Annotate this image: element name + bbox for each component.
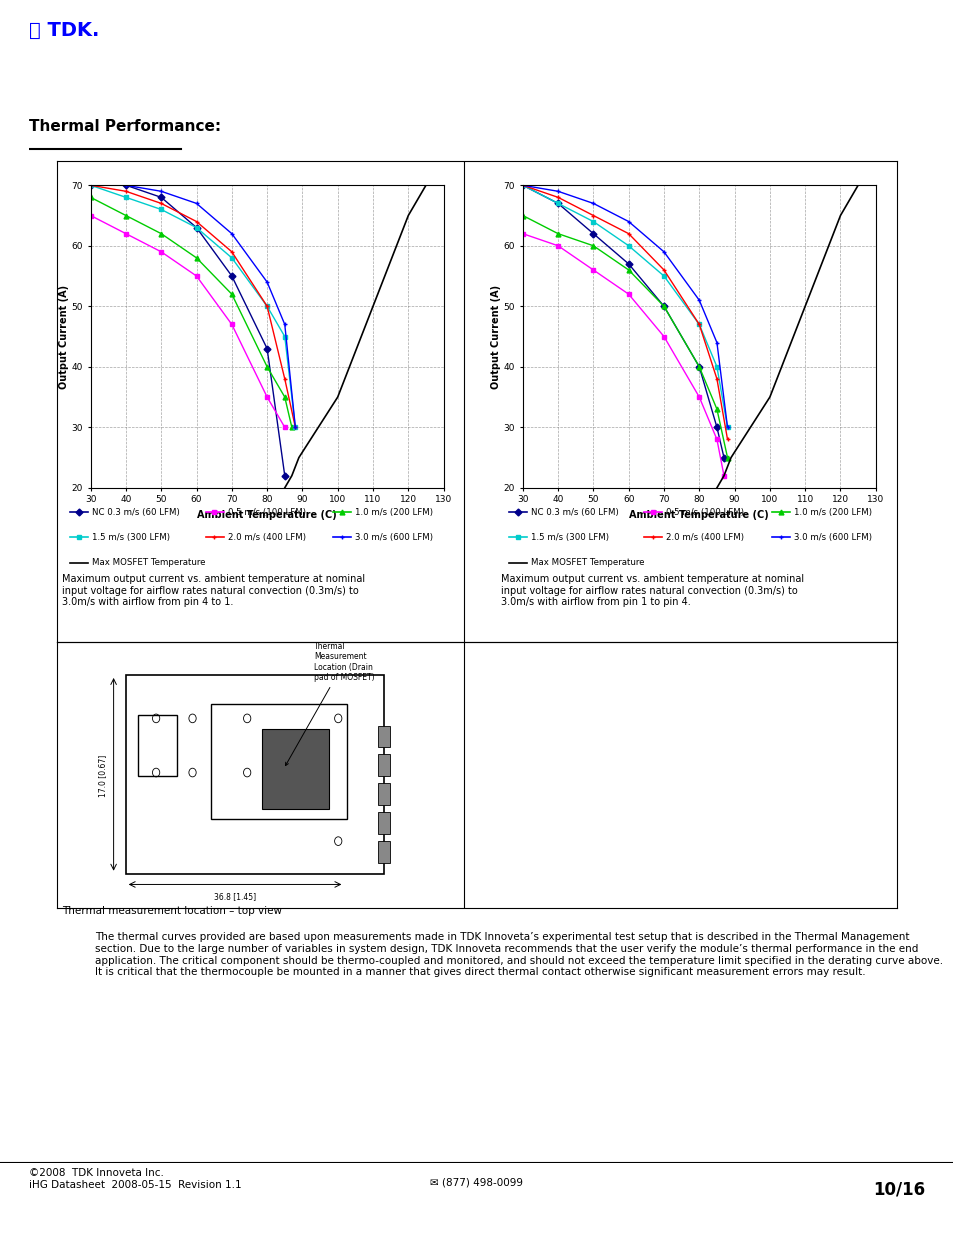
Text: 1.5 m/s (300 LFM): 1.5 m/s (300 LFM) [91, 532, 170, 542]
Text: Thermal Performance:: Thermal Performance: [29, 120, 220, 135]
Text: Data Sheet: Xeta® iHG48070A033V, 3.3V/70A Output Half Brick Series: Data Sheet: Xeta® iHG48070A033V, 3.3V/70… [19, 70, 546, 84]
Text: 17.0 [0.67]: 17.0 [0.67] [98, 755, 108, 798]
Text: 1.5 m/s (300 LFM): 1.5 m/s (300 LFM) [530, 532, 608, 542]
Text: Maximum output current vs. ambient temperature at nominal
input voltage for airf: Maximum output current vs. ambient tempe… [62, 574, 365, 608]
X-axis label: Ambient Temperature (C): Ambient Temperature (C) [629, 510, 768, 520]
Text: 36.8 [1.45]: 36.8 [1.45] [213, 892, 255, 900]
Text: Thermal
Measurement
Location (Drain
pad of MOSFET): Thermal Measurement Location (Drain pad … [285, 642, 375, 766]
Bar [377, 783, 390, 805]
Text: NC 0.3 m/s (60 LFM): NC 0.3 m/s (60 LFM) [91, 508, 179, 516]
X-axis label: Ambient Temperature (C): Ambient Temperature (C) [197, 510, 336, 520]
Text: 3.0 m/s (600 LFM): 3.0 m/s (600 LFM) [793, 532, 871, 542]
Text: 0.5 m/s (100 LFM): 0.5 m/s (100 LFM) [665, 508, 743, 516]
Text: 1.0 m/s (200 LFM): 1.0 m/s (200 LFM) [793, 508, 871, 516]
Bar [377, 755, 390, 776]
Bar [377, 726, 390, 747]
Text: 2.0 m/s (400 LFM): 2.0 m/s (400 LFM) [227, 532, 305, 542]
Text: 1.0 m/s (200 LFM): 1.0 m/s (200 LFM) [355, 508, 433, 516]
Text: Thermal measurement location – top view: Thermal measurement location – top view [62, 905, 282, 916]
Y-axis label: Output Current (A): Output Current (A) [491, 284, 500, 389]
Bar [126, 676, 383, 873]
Text: ✉ (877) 498-0099: ✉ (877) 498-0099 [430, 1178, 523, 1188]
Bar [377, 813, 390, 834]
Text: ©2008  TDK Innoveta Inc.
iHG Datasheet  2008-05-15  Revision 1.1: ©2008 TDK Innoveta Inc. iHG Datasheet 20… [29, 1168, 241, 1189]
Text: Max MOSFET Temperature: Max MOSFET Temperature [530, 558, 643, 567]
Y-axis label: Output Current (A): Output Current (A) [59, 284, 69, 389]
Text: 10/16: 10/16 [872, 1181, 924, 1198]
Bar [211, 704, 347, 820]
Text: 2.0 m/s (400 LFM): 2.0 m/s (400 LFM) [665, 532, 743, 542]
Text: Maximum output current vs. ambient temperature at nominal
input voltage for airf: Maximum output current vs. ambient tempe… [500, 574, 803, 608]
Bar [262, 729, 329, 809]
Bar [377, 841, 390, 863]
Text: The thermal curves provided are based upon measurements made in TDK Innoveta’s e: The thermal curves provided are based up… [95, 932, 943, 977]
Text: ⦿ TDK.: ⦿ TDK. [29, 21, 99, 41]
Text: 3.0 m/s (600 LFM): 3.0 m/s (600 LFM) [355, 532, 433, 542]
Text: Max MOSFET Temperature: Max MOSFET Temperature [91, 558, 205, 567]
Text: 0.5 m/s (100 LFM): 0.5 m/s (100 LFM) [227, 508, 305, 516]
Bar [138, 715, 177, 776]
Text: NC 0.3 m/s (60 LFM): NC 0.3 m/s (60 LFM) [530, 508, 618, 516]
